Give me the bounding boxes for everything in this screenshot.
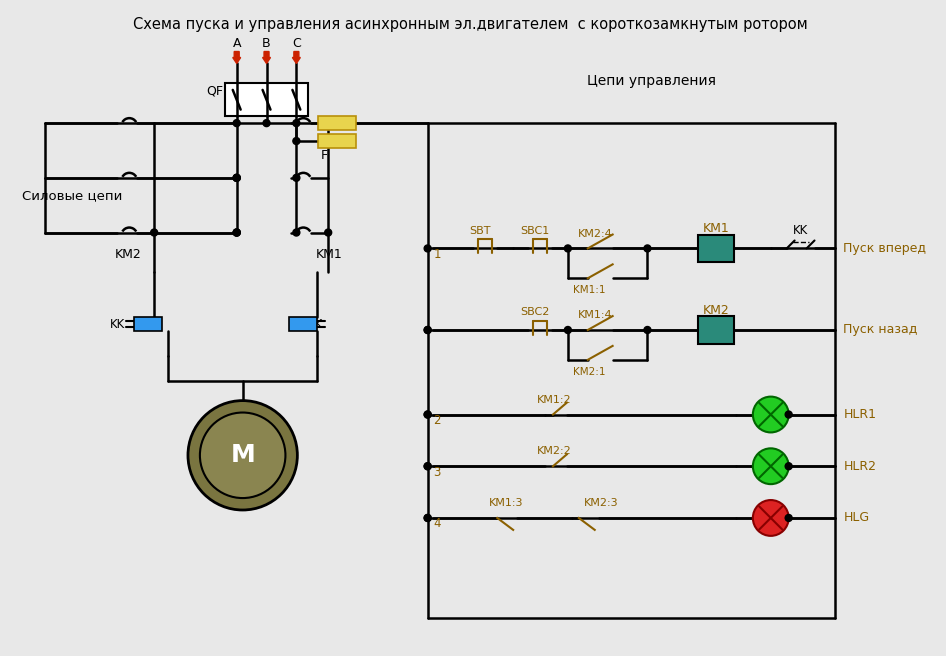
Circle shape: [188, 401, 297, 510]
Circle shape: [234, 229, 240, 236]
Circle shape: [424, 514, 431, 522]
Circle shape: [565, 327, 571, 333]
Text: KM2:3: KM2:3: [584, 498, 619, 508]
Circle shape: [753, 500, 789, 536]
Bar: [225, 83, 308, 116]
Text: B: B: [262, 37, 271, 50]
Circle shape: [234, 119, 240, 127]
Circle shape: [753, 448, 789, 484]
Circle shape: [293, 229, 300, 236]
Circle shape: [234, 174, 240, 181]
Text: KM2: KM2: [703, 304, 729, 317]
Circle shape: [424, 327, 431, 333]
Circle shape: [644, 245, 651, 252]
Circle shape: [293, 119, 300, 127]
Circle shape: [424, 411, 431, 418]
FancyArrow shape: [292, 52, 300, 64]
Text: KM2: KM2: [114, 248, 141, 261]
Text: 3: 3: [433, 466, 441, 479]
FancyArrow shape: [263, 52, 271, 64]
Circle shape: [234, 174, 240, 181]
Text: C: C: [292, 37, 301, 50]
Circle shape: [644, 327, 651, 333]
Circle shape: [424, 462, 431, 470]
Text: Пуск назад: Пуск назад: [844, 323, 918, 337]
Text: KM1: KM1: [703, 222, 729, 235]
Bar: [698, 316, 734, 344]
Text: SBC2: SBC2: [520, 307, 550, 317]
Text: SBT: SBT: [469, 226, 491, 236]
Circle shape: [424, 411, 431, 418]
Bar: [318, 116, 356, 130]
Text: KK: KK: [110, 318, 125, 331]
Circle shape: [293, 138, 300, 144]
Circle shape: [200, 413, 286, 498]
Circle shape: [234, 229, 240, 236]
Circle shape: [324, 229, 332, 236]
Circle shape: [234, 174, 240, 181]
Text: QF: QF: [206, 85, 223, 98]
Circle shape: [785, 462, 792, 470]
Circle shape: [424, 462, 431, 470]
Text: F: F: [322, 150, 328, 163]
Text: Цепи управления: Цепи управления: [587, 74, 716, 89]
Circle shape: [150, 229, 158, 236]
Text: HLR1: HLR1: [844, 408, 876, 421]
Text: KM1:3: KM1:3: [489, 498, 524, 508]
Text: KM1: KM1: [315, 248, 342, 261]
Text: KM1:4: KM1:4: [578, 310, 612, 320]
Text: KM1:2: KM1:2: [537, 395, 571, 405]
Bar: [698, 234, 734, 262]
Bar: [318, 134, 356, 148]
Circle shape: [424, 514, 431, 522]
Circle shape: [234, 229, 240, 236]
FancyArrow shape: [233, 52, 240, 64]
Circle shape: [785, 411, 792, 418]
Text: A: A: [233, 37, 241, 50]
Circle shape: [424, 327, 431, 333]
Circle shape: [753, 397, 789, 432]
Text: KM2:2: KM2:2: [537, 446, 571, 457]
Text: Силовые цепи: Силовые цепи: [22, 189, 122, 202]
Bar: [134, 317, 162, 331]
Circle shape: [293, 174, 300, 181]
Text: KK: KK: [308, 318, 324, 331]
Circle shape: [785, 514, 792, 522]
Text: 4: 4: [433, 518, 441, 531]
Text: HLR2: HLR2: [844, 460, 876, 473]
Circle shape: [424, 245, 431, 252]
Bar: [289, 317, 317, 331]
Text: KK: KK: [793, 224, 808, 237]
Text: 1: 1: [433, 248, 441, 261]
Text: KM2:4: KM2:4: [578, 228, 613, 239]
Text: Пуск вперед: Пуск вперед: [844, 242, 926, 255]
Text: SBC1: SBC1: [520, 226, 550, 236]
Circle shape: [565, 245, 571, 252]
Text: KM1:1: KM1:1: [573, 285, 605, 295]
Text: KM2:1: KM2:1: [573, 367, 605, 377]
Text: M: M: [230, 443, 255, 467]
Text: Схема пуска и управления асинхронным эл.двигателем  с короткозамкнутым ротором: Схема пуска и управления асинхронным эл.…: [133, 16, 808, 31]
Text: HLG: HLG: [844, 512, 869, 524]
Circle shape: [263, 119, 270, 127]
Text: 2: 2: [433, 414, 441, 427]
